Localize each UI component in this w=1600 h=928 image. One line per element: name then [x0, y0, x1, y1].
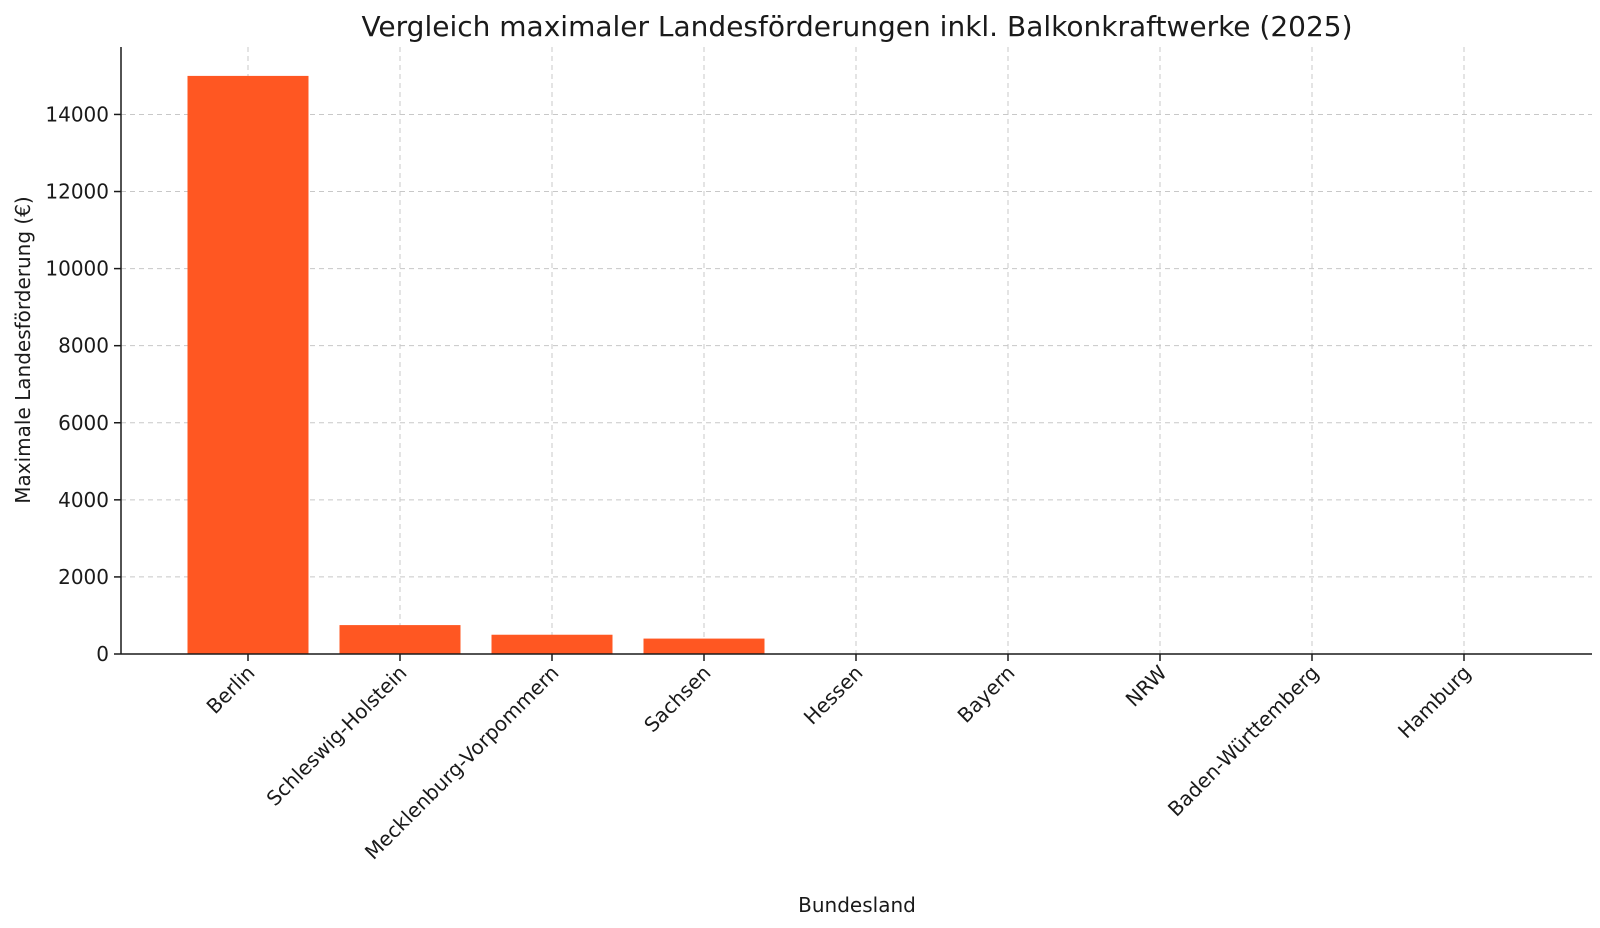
x-axis-label: Bundesland [798, 893, 916, 917]
y-tick-label: 0 [96, 642, 109, 666]
bar-berlin [187, 75, 309, 654]
x-tick-label: Baden-Württemberg [1163, 661, 1324, 822]
y-tick-label: 6000 [58, 411, 109, 435]
chart-title: Vergleich maximaler Landesförderungen in… [361, 10, 1352, 43]
x-tick-label: Hessen [799, 661, 868, 730]
bar-sachsen [643, 638, 765, 654]
x-tick-label: Hamburg [1393, 661, 1476, 744]
y-tick-label: 8000 [58, 334, 109, 358]
bars [187, 75, 765, 654]
x-tick-label: Schleswig-Holstein [262, 661, 412, 811]
grid-lines [121, 47, 1592, 654]
x-tick-label: Berlin [202, 661, 260, 719]
x-tick-label: NRW [1121, 660, 1172, 711]
y-tick-label: 10000 [45, 257, 109, 281]
bar-mecklenburg-vorpommern [491, 634, 613, 654]
y-axis-label: Maximale Landesförderung (€) [11, 196, 35, 503]
y-tick-label: 4000 [58, 488, 109, 512]
y-tick-label: 14000 [45, 102, 109, 126]
x-tick-label: Sachsen [639, 661, 715, 737]
y-tick-label: 2000 [58, 565, 109, 589]
bar-schleswig-holstein [339, 625, 461, 654]
y-tick-label: 12000 [45, 180, 109, 204]
x-tick-label: Bayern [953, 661, 1020, 728]
